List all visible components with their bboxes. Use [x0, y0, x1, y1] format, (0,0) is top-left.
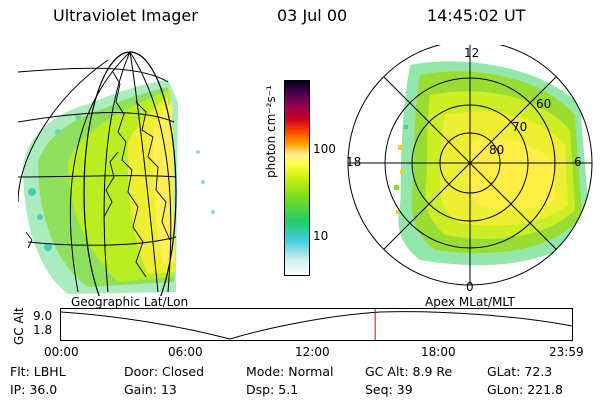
colorbar-label: photon cm⁻²s⁻¹: [264, 85, 278, 178]
colorbar: [284, 80, 310, 276]
header-time: 14:45:02 UT: [427, 6, 526, 25]
altitude-xtick-3: 18:00: [421, 345, 456, 359]
altitude-xtick-1: 06:00: [168, 345, 203, 359]
altitude-ytick-low: 1.8: [33, 323, 53, 337]
page-title: Ultraviolet Imager: [53, 6, 198, 25]
altitude-plot: [60, 308, 573, 341]
mlat-label-80: 80: [489, 143, 505, 157]
mlt-label-18: 18: [346, 155, 362, 169]
polar-plot: [347, 45, 593, 286]
info-seq: Seq: 39: [365, 382, 413, 397]
altitude-xtick-2: 12:00: [295, 345, 330, 359]
altitude-ytick-high: 9.0: [33, 309, 53, 323]
header-date: 03 Jul 00: [277, 6, 348, 25]
altitude-ylabel: GC Alt: [12, 307, 26, 345]
geographic-map: [18, 51, 215, 296]
mlt-label-6: 6: [574, 155, 582, 169]
info-door: Door: Closed: [124, 364, 205, 379]
info-glon: GLon: 221.8: [487, 382, 563, 397]
info-gc-alt: GC Alt: 8.9 Re: [365, 364, 453, 379]
mlat-label-60: 60: [536, 97, 552, 111]
mlat-label-70: 70: [512, 120, 528, 134]
mlt-label-0: 0: [466, 280, 474, 294]
altitude-xtick-4: 23:59: [549, 345, 584, 359]
colorbar-tick-100: 100: [313, 142, 336, 156]
info-mode: Mode: Normal: [246, 364, 334, 379]
info-glat: GLat: 72.3: [487, 364, 553, 379]
info-dsp: Dsp: 5.1: [246, 382, 299, 397]
colorbar-tick-10: 10: [313, 229, 329, 243]
mlt-label-12: 12: [464, 46, 480, 60]
left-panel-caption: Geographic Lat/Lon: [71, 295, 189, 309]
info-ip: IP: 36.0: [10, 382, 58, 397]
info-gain: Gain: 13: [124, 382, 177, 397]
info-flt: Flt: LBHL: [10, 364, 66, 379]
right-panel-caption: Apex MLat/MLT: [425, 295, 515, 309]
altitude-xtick-0: 00:00: [44, 345, 79, 359]
